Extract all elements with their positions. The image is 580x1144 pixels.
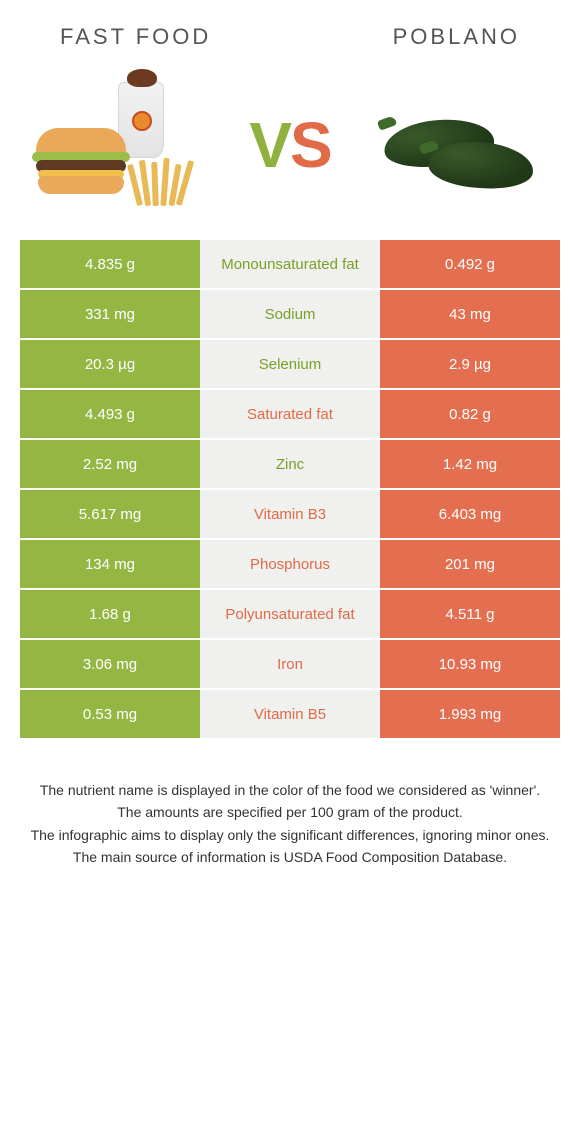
value-right: 10.93 mg — [380, 640, 560, 688]
value-left: 331 mg — [20, 290, 200, 338]
value-left: 1.68 g — [20, 590, 200, 638]
value-right: 1.993 mg — [380, 690, 560, 738]
value-right: 201 mg — [380, 540, 560, 588]
title-right: POBLANO — [393, 24, 520, 50]
note-line: The amounts are specified per 100 gram o… — [30, 802, 550, 822]
table-row: 1.68 gPolyunsaturated fat4.511 g — [20, 590, 560, 640]
value-right: 0.492 g — [380, 240, 560, 288]
nutrient-label: Phosphorus — [200, 540, 380, 588]
nutrient-label: Vitamin B3 — [200, 490, 380, 538]
poblano-image — [370, 80, 550, 210]
nutrient-table: 4.835 gMonounsaturated fat0.492 g331 mgS… — [20, 240, 560, 740]
nutrient-label: Vitamin B5 — [200, 690, 380, 738]
value-right: 6.403 mg — [380, 490, 560, 538]
value-left: 3.06 mg — [20, 640, 200, 688]
table-row: 4.835 gMonounsaturated fat0.492 g — [20, 240, 560, 290]
value-right: 4.511 g — [380, 590, 560, 638]
header: FAST FOOD POBLANO — [0, 0, 580, 60]
table-row: 20.3 µgSelenium2.9 µg — [20, 340, 560, 390]
vs-label: VS — [249, 108, 330, 182]
value-right: 1.42 mg — [380, 440, 560, 488]
footnotes: The nutrient name is displayed in the co… — [0, 740, 580, 889]
note-line: The nutrient name is displayed in the co… — [30, 780, 550, 800]
value-left: 2.52 mg — [20, 440, 200, 488]
nutrient-label: Sodium — [200, 290, 380, 338]
vs-s: S — [290, 109, 331, 181]
nutrient-label: Iron — [200, 640, 380, 688]
value-left: 4.835 g — [20, 240, 200, 288]
value-right: 2.9 µg — [380, 340, 560, 388]
value-left: 20.3 µg — [20, 340, 200, 388]
value-right: 0.82 g — [380, 390, 560, 438]
nutrient-label: Selenium — [200, 340, 380, 388]
fast-food-image — [30, 80, 210, 210]
nutrient-label: Zinc — [200, 440, 380, 488]
vs-v: V — [249, 109, 290, 181]
table-row: 4.493 gSaturated fat0.82 g — [20, 390, 560, 440]
nutrient-label: Polyunsaturated fat — [200, 590, 380, 638]
table-row: 134 mgPhosphorus201 mg — [20, 540, 560, 590]
nutrient-label: Saturated fat — [200, 390, 380, 438]
value-left: 134 mg — [20, 540, 200, 588]
table-row: 3.06 mgIron10.93 mg — [20, 640, 560, 690]
value-left: 4.493 g — [20, 390, 200, 438]
table-row: 2.52 mgZinc1.42 mg — [20, 440, 560, 490]
value-right: 43 mg — [380, 290, 560, 338]
note-line: The infographic aims to display only the… — [30, 825, 550, 845]
table-row: 5.617 mgVitamin B36.403 mg — [20, 490, 560, 540]
value-left: 0.53 mg — [20, 690, 200, 738]
nutrient-label: Monounsaturated fat — [200, 240, 380, 288]
value-left: 5.617 mg — [20, 490, 200, 538]
table-row: 331 mgSodium43 mg — [20, 290, 560, 340]
title-left: FAST FOOD — [60, 24, 211, 50]
table-row: 0.53 mgVitamin B51.993 mg — [20, 690, 560, 740]
note-line: The main source of information is USDA F… — [30, 847, 550, 867]
hero-row: VS — [0, 60, 580, 240]
